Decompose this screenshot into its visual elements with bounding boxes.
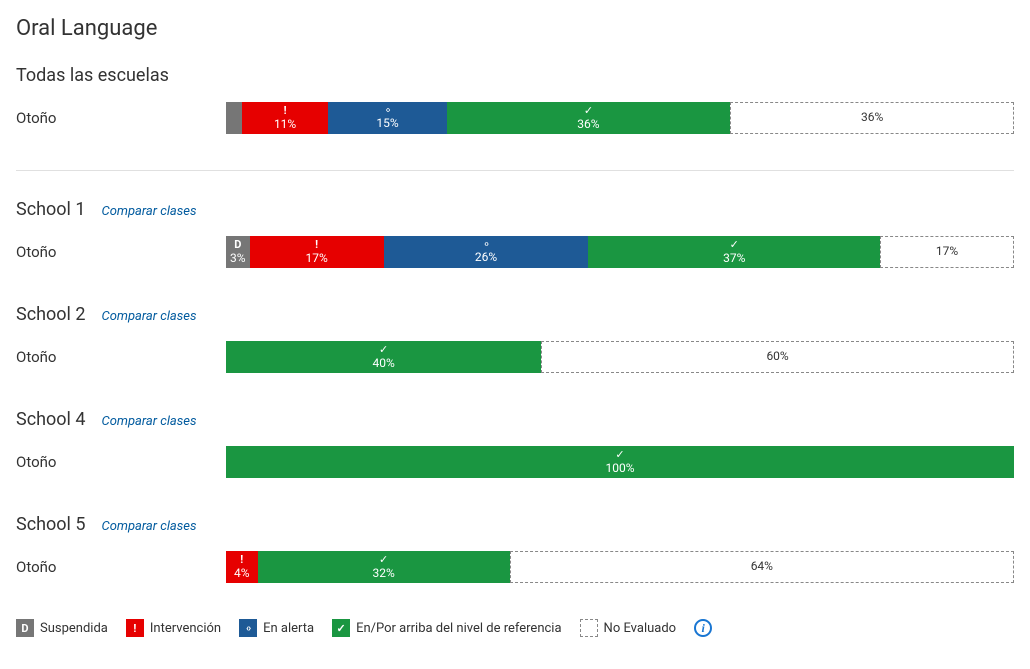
group-header: School 2 Comparar clases <box>16 304 1014 325</box>
segment-suspended: 3% <box>226 236 250 268</box>
legend-label: Suspendida <box>40 621 108 636</box>
alert-icon <box>239 619 257 637</box>
stacked-bar: 3% 17% 26% 37% 17% <box>226 236 1014 268</box>
bar-row: Otoño 100% <box>16 446 1014 478</box>
segment-value: 17% <box>305 252 327 265</box>
group-header: Todas las escuelas <box>16 65 1014 86</box>
segment-value: 60% <box>766 350 788 363</box>
term-label: Otoño <box>16 453 226 471</box>
segment-onlevel: 32% <box>258 551 510 583</box>
suspended-icon <box>16 619 34 637</box>
group: School 1 Comparar clases Otoño 3% 17% 26% 37% 1… <box>16 199 1014 268</box>
onlevel-icon <box>730 239 739 251</box>
compare-classes-link[interactable]: Comparar clases <box>102 204 197 219</box>
alert-icon <box>386 106 390 116</box>
info-icon[interactable]: i <box>694 619 712 637</box>
bar-row: Otoño 40% 60% <box>16 341 1014 373</box>
segment-intervention: 4% <box>226 551 258 583</box>
compare-classes-link[interactable]: Comparar clases <box>102 414 197 429</box>
stacked-bar: 100% <box>226 446 1014 478</box>
segment-onlevel: 36% <box>447 102 731 134</box>
divider <box>16 170 1014 171</box>
segment-value: 11% <box>274 118 296 131</box>
segment-alert: 26% <box>384 236 589 268</box>
onlevel-icon <box>379 344 388 356</box>
term-label: Otoño <box>16 243 226 261</box>
intervention-icon <box>240 554 243 566</box>
segment-value: 37% <box>723 252 745 265</box>
segment-onlevel: 40% <box>226 341 541 373</box>
segment-value: 26% <box>475 251 497 264</box>
segment-onlevel: 100% <box>226 446 1014 478</box>
onlevel-icon <box>584 105 593 117</box>
term-label: Otoño <box>16 558 226 576</box>
segment-noeval: 36% <box>730 102 1014 134</box>
group-name: School 5 <box>16 514 86 535</box>
legend-noeval: No Evaluado <box>580 619 677 637</box>
segment-value: 15% <box>376 117 398 130</box>
group: School 5 Comparar clases Otoño 4% 32% 64% <box>16 514 1014 583</box>
intervention-icon <box>126 619 144 637</box>
group-name: School 2 <box>16 304 86 325</box>
bar-row: Otoño 3% 17% 26% 37% 17% <box>16 236 1014 268</box>
segment-value: 40% <box>372 357 394 370</box>
onlevel-icon <box>615 449 624 461</box>
segment-suspended <box>226 102 242 134</box>
segment-intervention: 17% <box>250 236 384 268</box>
intervention-icon <box>315 239 318 251</box>
segment-value: 32% <box>372 567 394 580</box>
suspended-icon <box>234 239 241 251</box>
intervention-icon <box>284 105 287 117</box>
stacked-bar: 4% 32% 64% <box>226 551 1014 583</box>
group-name: Todas las escuelas <box>16 65 169 86</box>
legend-label: Intervención <box>150 621 221 636</box>
legend-onlevel: En/Por arriba del nivel de referencia <box>332 619 561 637</box>
term-label: Otoño <box>16 348 226 366</box>
segment-noeval: 17% <box>880 236 1014 268</box>
noeval-icon <box>580 619 598 637</box>
group: School 2 Comparar clases Otoño 40% 60% <box>16 304 1014 373</box>
onlevel-icon <box>379 554 388 566</box>
legend: Suspendida Intervención En alerta En/Por… <box>16 619 1014 637</box>
group-header: School 1 Comparar clases <box>16 199 1014 220</box>
segment-value: 36% <box>577 118 599 131</box>
legend-intervention: Intervención <box>126 619 221 637</box>
legend-label: No Evaluado <box>604 621 677 636</box>
check-icon <box>332 619 350 637</box>
segment-value: 17% <box>936 245 958 258</box>
alert-icon <box>484 240 488 250</box>
stacked-bar: 11% 15% 36% 36% <box>226 102 1014 134</box>
compare-classes-link[interactable]: Comparar clases <box>102 309 197 324</box>
group: School 4 Comparar clases Otoño 100% <box>16 409 1014 478</box>
segment-noeval: 64% <box>510 551 1014 583</box>
segment-value: 64% <box>751 560 773 573</box>
segment-onlevel: 37% <box>588 236 880 268</box>
group-name: School 4 <box>16 409 86 430</box>
group: Todas las escuelas Otoño 11% 15% 36% 36% <box>16 65 1014 134</box>
segment-intervention: 11% <box>242 102 329 134</box>
legend-label: En alerta <box>263 621 314 636</box>
legend-alert: En alerta <box>239 619 314 637</box>
bar-row: Otoño 4% 32% 64% <box>16 551 1014 583</box>
legend-suspended: Suspendida <box>16 619 108 637</box>
segment-value: 4% <box>234 567 250 580</box>
compare-classes-link[interactable]: Comparar clases <box>102 519 197 534</box>
stacked-bar: 40% 60% <box>226 341 1014 373</box>
term-label: Otoño <box>16 109 226 127</box>
group-name: School 1 <box>16 199 86 220</box>
segment-alert: 15% <box>328 102 446 134</box>
segment-noeval: 60% <box>541 341 1014 373</box>
legend-label: En/Por arriba del nivel de referencia <box>356 621 561 636</box>
bar-row: Otoño 11% 15% 36% 36% <box>16 102 1014 134</box>
section-title: Oral Language <box>16 16 1014 41</box>
group-header: School 4 Comparar clases <box>16 409 1014 430</box>
segment-value: 36% <box>861 111 883 124</box>
group-header: School 5 Comparar clases <box>16 514 1014 535</box>
segment-value: 3% <box>230 252 246 265</box>
segment-value: 100% <box>605 462 634 475</box>
